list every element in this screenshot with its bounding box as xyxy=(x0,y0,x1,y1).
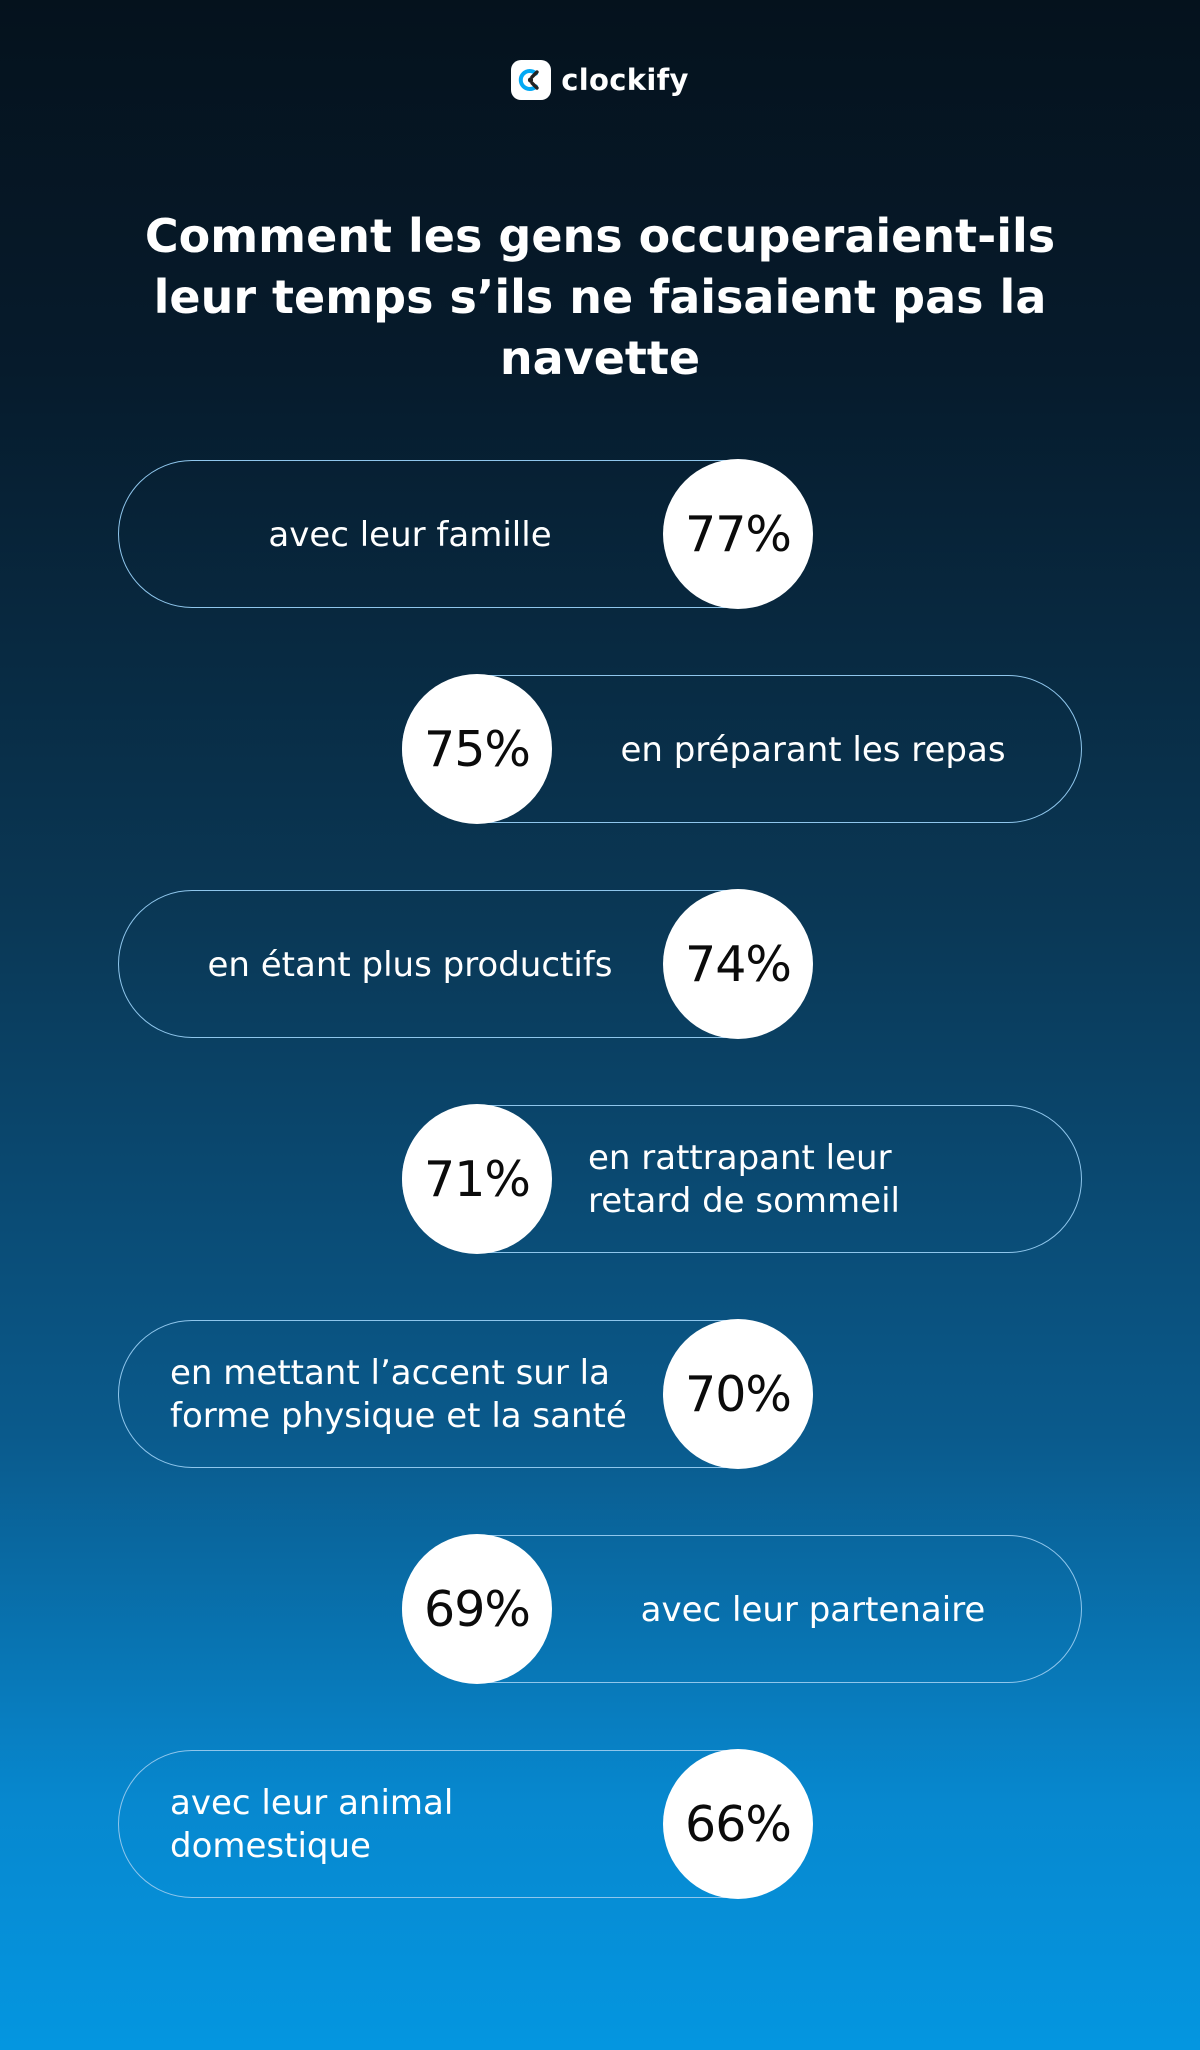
chart-row: avec leur animal domestique 66% xyxy=(0,1749,1200,1900)
chart-row: avec leur partenaire 69% xyxy=(0,1534,1200,1685)
value-label: 66% xyxy=(663,1749,813,1899)
brand-name: clockify xyxy=(561,63,689,97)
brand-header: clockify xyxy=(0,60,1200,100)
category-label: en étant plus productifs xyxy=(207,944,613,985)
category-label: avec leur partenaire xyxy=(640,1589,986,1630)
category-label: en rattrapant leur retard de sommeil xyxy=(588,1138,900,1221)
category-label: avec leur animal domestique xyxy=(170,1783,454,1866)
clockify-logo-icon xyxy=(511,60,552,100)
value-label: 70% xyxy=(663,1319,813,1469)
value-label: 75% xyxy=(402,674,552,824)
chart-row: en rattrapant leur retard de sommeil 71% xyxy=(0,1104,1200,1255)
value-label: 69% xyxy=(402,1534,552,1684)
chart-row: en étant plus productifs 74% xyxy=(0,889,1200,1040)
chart-row: en mettant l’accent sur la forme physiqu… xyxy=(0,1319,1200,1470)
value-label: 77% xyxy=(663,459,813,609)
chart-row: en préparant les repas 75% xyxy=(0,674,1200,825)
value-label: 71% xyxy=(402,1104,552,1254)
value-label: 74% xyxy=(663,889,813,1039)
chart-row: avec leur famille 77% xyxy=(0,459,1200,610)
category-label: avec leur famille xyxy=(268,514,552,555)
category-label: en mettant l’accent sur la forme physiqu… xyxy=(170,1353,627,1436)
chart-title: Comment les gens occuperaient-ils leur t… xyxy=(144,209,1056,385)
category-label: en préparant les repas xyxy=(620,729,1006,770)
